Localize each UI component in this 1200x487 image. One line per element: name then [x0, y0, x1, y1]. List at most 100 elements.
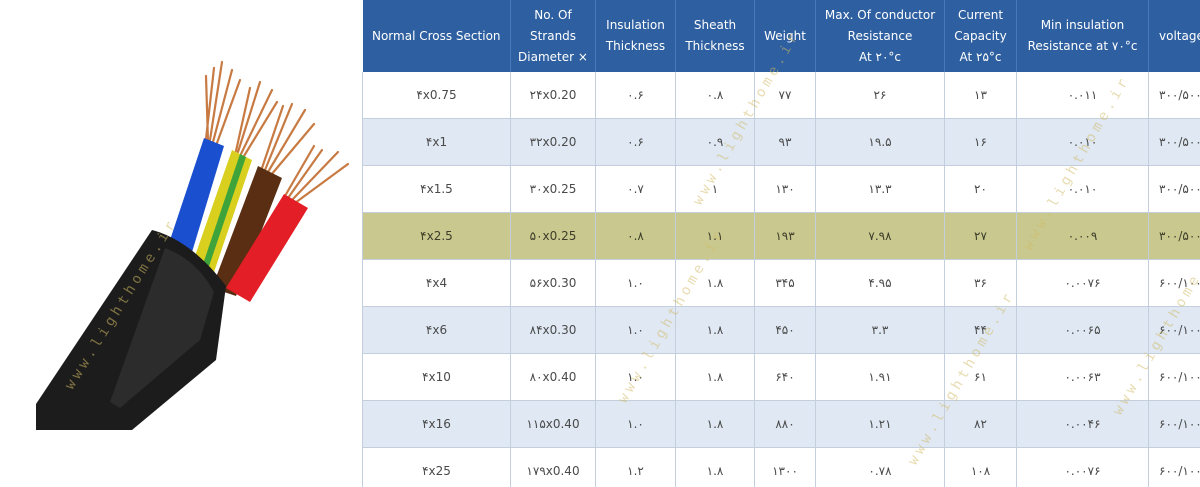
- cell-voltage: ۶۰۰/۱۰۰۰: [1148, 259, 1200, 307]
- cell-conductor-resistance: ۱.۲۱: [815, 400, 945, 448]
- cell-insulation-resistance: ۰.۰۰۶۵: [1016, 306, 1149, 354]
- cell-insulation-thickness: ۰.۶: [595, 72, 676, 119]
- cell-cross-section: ۴x1.5: [362, 165, 511, 213]
- cell-cross-section: ۴x2.5: [362, 212, 511, 260]
- cell-voltage: ۶۰۰/۱۰۰۰: [1148, 447, 1200, 487]
- cell-current-capacity: ۶۱: [944, 353, 1017, 401]
- cell-strands: ۳۰x0.25: [510, 165, 596, 213]
- table-row: ۴x25 ۱۷۹x0.40 ۱.۲ ۱.۸ ۱۳۰۰ ۰.۷۸ ۱۰۸ ۰.۰۰…: [362, 447, 1200, 487]
- cell-current-capacity: ۱۶: [944, 118, 1017, 166]
- cell-conductor-resistance: ۴.۹۵: [815, 259, 945, 307]
- cell-insulation-thickness: ۰.۶: [595, 118, 676, 166]
- cell-conductor-resistance: ۳.۳: [815, 306, 945, 354]
- cell-voltage: ۳۰۰/۵۰۰: [1148, 212, 1200, 260]
- cell-voltage: ۶۰۰/۱۰۰۰: [1148, 306, 1200, 354]
- cell-voltage: ۳۰۰/۵۰۰: [1148, 165, 1200, 213]
- cell-weight: ۴۵۰: [754, 306, 816, 354]
- cell-voltage: ۶۰۰/۱۰۰۰: [1148, 353, 1200, 401]
- cell-sheath-thickness: ۱: [675, 165, 755, 213]
- cell-insulation-resistance: ۰.۰۰۴۶: [1016, 400, 1149, 448]
- blue-wire: [162, 138, 224, 272]
- cell-weight: ۱۹۳: [754, 212, 816, 260]
- header-weight: Weight: [754, 0, 816, 72]
- header-insulation-thickness: Insulation Thickness: [595, 0, 676, 72]
- cell-sheath-thickness: ۱.۸: [675, 306, 755, 354]
- cell-conductor-resistance: ۱۹.۵: [815, 118, 945, 166]
- cell-conductor-resistance: ۲۶: [815, 72, 945, 119]
- cell-insulation-resistance: ۰.۰۱۰: [1016, 118, 1149, 166]
- green-stripe: [198, 154, 246, 281]
- cell-insulation-thickness: ۱.۰: [595, 259, 676, 307]
- header-sheath-thickness: Sheath Thickness: [675, 0, 755, 72]
- cell-weight: ۱۳۰۰: [754, 447, 816, 487]
- table-row: ۴x0.75 ۲۴x0.20 ۰.۶ ۰.۸ ۷۷ ۲۶ ۱۳ ۰.۰۱۱ ۳۰…: [362, 72, 1200, 119]
- table-row: ۴x16 ۱۱۵x0.40 ۱.۰ ۱.۸ ۸۸۰ ۱.۲۱ ۸۲ ۰.۰۰۴۶…: [362, 400, 1200, 448]
- table-row: ۴x10 ۸۰x0.40 ۱.۰ ۱.۸ ۶۴۰ ۱.۹۱ ۶۱ ۰.۰۰۶۳ …: [362, 353, 1200, 401]
- cell-insulation-thickness: ۱.۰: [595, 400, 676, 448]
- table-row: ۴x4 ۵۶x0.30 ۱.۰ ۱.۸ ۳۴۵ ۴.۹۵ ۳۶ ۰.۰۰۷۶ ۶…: [362, 259, 1200, 307]
- cell-weight: ۸۸۰: [754, 400, 816, 448]
- cell-sheath-thickness: ۱.۸: [675, 259, 755, 307]
- header-insulation-resistance: Min insulation Resistance at ۷۰°c: [1016, 0, 1149, 72]
- cable-illustration: [36, 60, 350, 430]
- cell-conductor-resistance: ۰.۷۸: [815, 447, 945, 487]
- cell-weight: ۹۳: [754, 118, 816, 166]
- cell-sheath-thickness: ۰.۸: [675, 72, 755, 119]
- cell-conductor-resistance: ۷.۹۸: [815, 212, 945, 260]
- cell-cross-section: ۴x16: [362, 400, 511, 448]
- cell-insulation-thickness: ۰.۸: [595, 212, 676, 260]
- cell-conductor-resistance: ۱۳.۳: [815, 165, 945, 213]
- cell-insulation-resistance: ۰.۰۱۱: [1016, 72, 1149, 119]
- cell-insulation-resistance: ۰.۰۰۷۶: [1016, 259, 1149, 307]
- header-voltage: voltage: [1148, 0, 1200, 72]
- cell-strands: ۵۶x0.30: [510, 259, 596, 307]
- cell-current-capacity: ۴۴: [944, 306, 1017, 354]
- cell-voltage: ۳۰۰/۵۰۰: [1148, 118, 1200, 166]
- cell-cross-section: ۴x0.75: [362, 72, 511, 119]
- cell-weight: ۳۴۵: [754, 259, 816, 307]
- cell-sheath-thickness: ۱.۱: [675, 212, 755, 260]
- cell-voltage: ۳۰۰/۵۰۰: [1148, 72, 1200, 119]
- cell-strands: ۵۰x0.25: [510, 212, 596, 260]
- brown-wire: [212, 166, 282, 296]
- cell-current-capacity: ۱۳: [944, 72, 1017, 119]
- cable-spec-table: Normal Cross Section No. Of Strands Diamet…: [362, 0, 1200, 487]
- cell-insulation-thickness: ۱.۰: [595, 353, 676, 401]
- cell-voltage: ۶۰۰/۱۰۰۰: [1148, 400, 1200, 448]
- cell-cross-section: ۴x10: [362, 353, 511, 401]
- cell-current-capacity: ۸۲: [944, 400, 1017, 448]
- table-header-row: Normal Cross Section No. Of Strands Diamet…: [362, 0, 1200, 72]
- cell-weight: ۷۷: [754, 72, 816, 119]
- cell-insulation-resistance: ۰.۰۱۰: [1016, 165, 1149, 213]
- header-strands: No. Of Strands Diameter ×: [510, 0, 596, 72]
- cell-current-capacity: ۲۰: [944, 165, 1017, 213]
- table-row: ۴x6 ۸۴x0.30 ۱.۰ ۱.۸ ۴۵۰ ۳.۳ ۴۴ ۰.۰۰۶۵ ۶۰…: [362, 306, 1200, 354]
- header-current-capacity: Current Capacity At ۲۵°c: [944, 0, 1017, 72]
- cable-product-image: www.lighthome.ir: [0, 0, 362, 487]
- cell-current-capacity: ۲۷: [944, 212, 1017, 260]
- cell-insulation-resistance: ۰.۰۰۶۳: [1016, 353, 1149, 401]
- cell-strands: ۲۴x0.20: [510, 72, 596, 119]
- cell-cross-section: ۴x1: [362, 118, 511, 166]
- cell-insulation-resistance: ۰.۰۰۹: [1016, 212, 1149, 260]
- cell-conductor-resistance: ۱.۹۱: [815, 353, 945, 401]
- table-row: ۴x1 ۳۲x0.20 ۰.۶ ۰.۹ ۹۳ ۱۹.۵ ۱۶ ۰.۰۱۰ ۳۰۰…: [362, 118, 1200, 166]
- header-conductor-resistance: Max. Of conductor Resistance At ۲۰°c: [815, 0, 945, 72]
- cell-sheath-thickness: ۱.۸: [675, 353, 755, 401]
- cell-strands: ۳۲x0.20: [510, 118, 596, 166]
- cell-weight: ۱۳۰: [754, 165, 816, 213]
- header-cross-section: Normal Cross Section: [362, 0, 511, 72]
- cell-insulation-thickness: ۱.۲: [595, 447, 676, 487]
- jacket-highlight: [110, 248, 214, 408]
- cell-strands: ۱۷۹x0.40: [510, 447, 596, 487]
- cell-weight: ۶۴۰: [754, 353, 816, 401]
- cell-strands: ۱۱۵x0.40: [510, 400, 596, 448]
- cell-insulation-thickness: ۱.۰: [595, 306, 676, 354]
- cell-strands: ۸۰x0.40: [510, 353, 596, 401]
- cell-cross-section: ۴x6: [362, 306, 511, 354]
- cell-current-capacity: ۳۶: [944, 259, 1017, 307]
- cell-sheath-thickness: ۱.۸: [675, 400, 755, 448]
- cell-insulation-thickness: ۰.۷: [595, 165, 676, 213]
- cell-cross-section: ۴x4: [362, 259, 511, 307]
- red-wire: [226, 194, 308, 302]
